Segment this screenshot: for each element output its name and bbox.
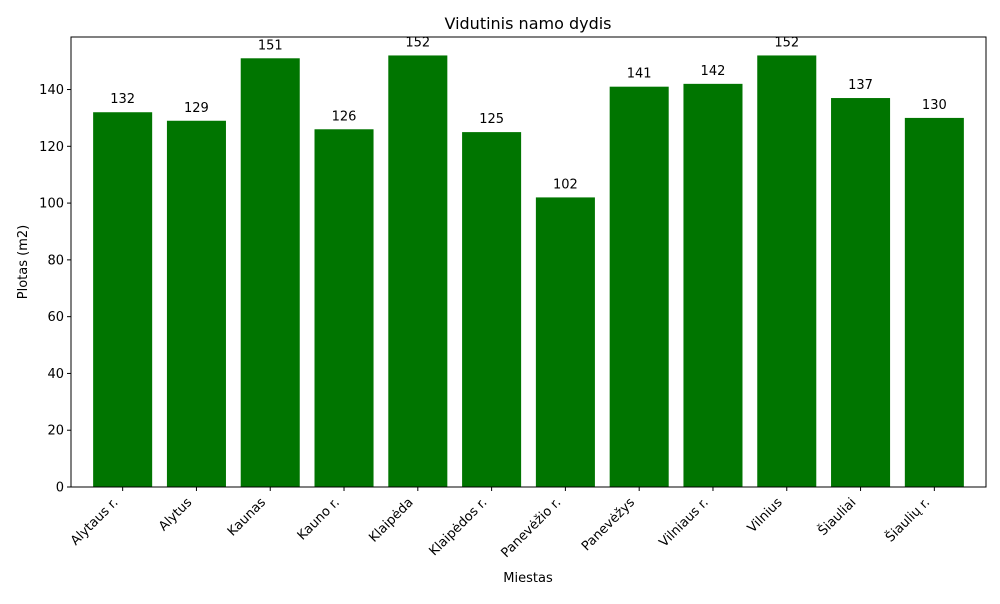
bar (757, 55, 817, 488)
bar-value-label: 102 (553, 177, 578, 192)
x-tick-label: Kauno r. (295, 495, 343, 543)
x-tick-label: Šiauliai (815, 495, 859, 539)
bar (388, 55, 448, 488)
bar-value-label: 126 (332, 109, 357, 124)
x-tick-label: Kaunas (225, 495, 269, 539)
y-tick-label: 140 (39, 83, 64, 98)
bar (535, 197, 595, 487)
bar (609, 86, 669, 487)
y-tick-label: 20 (47, 424, 64, 439)
bar-value-label: 137 (848, 78, 873, 93)
bars-layer (93, 55, 964, 488)
bar-value-label: 125 (479, 112, 504, 127)
y-axis: 0 20 40 60 80 100 120 140 (39, 83, 71, 496)
bar-value-label: 142 (701, 64, 726, 79)
y-tick-label: 0 (56, 481, 64, 496)
bar (314, 129, 374, 487)
plot-frame (70, 36, 987, 488)
bar-value-label: 130 (922, 98, 947, 113)
y-axis-label: Plotas (m2) (16, 225, 31, 299)
x-tick-label: Klaipėda (366, 495, 416, 545)
y-tick-label: 80 (47, 253, 64, 268)
bar (904, 117, 964, 487)
x-tick-label: Alytus (156, 495, 195, 534)
bar-value-label: 151 (258, 38, 283, 53)
y-tick-label: 100 (39, 197, 64, 212)
x-tick-label: Klaipėdos r. (427, 495, 491, 559)
bar (166, 120, 226, 488)
bar (683, 83, 743, 487)
value-labels-layer: 132 129 151 126 152 125 102 141 142 152 137 130 (110, 35, 947, 192)
x-axis: Alytaus r. Alytus Kaunas Kauno r. Klaipėda Kl… (68, 487, 935, 561)
bar-value-label: 152 (405, 35, 430, 50)
x-tick-label: Šiaulių r. (882, 495, 933, 546)
bar (240, 58, 300, 488)
bar-value-label: 129 (184, 101, 209, 116)
x-tick-label: Panevėžys (579, 495, 638, 554)
bar-value-label: 152 (774, 35, 799, 50)
x-tick-label: Vilniaus r. (657, 495, 712, 550)
x-tick-label: Panevėžio r. (498, 495, 564, 561)
y-tick-label: 120 (39, 140, 64, 155)
bar (462, 132, 522, 487)
bar (93, 112, 153, 487)
x-tick-label: Alytaus r. (68, 495, 122, 549)
bar-value-label: 132 (110, 92, 135, 107)
bar-value-label: 141 (627, 67, 652, 82)
bar (831, 98, 891, 487)
y-tick-label: 60 (47, 310, 64, 325)
x-axis-label: Miestas (503, 571, 553, 586)
chart-title: Vidutinis namo dydis (444, 14, 611, 33)
x-tick-label: Vilnius (745, 495, 786, 536)
y-tick-label: 40 (47, 367, 64, 382)
